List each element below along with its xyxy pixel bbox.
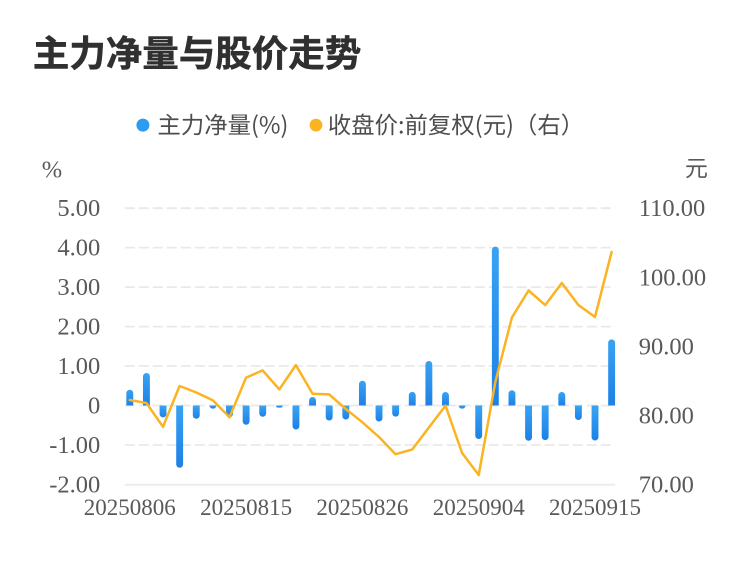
svg-text:%: %	[42, 157, 62, 184]
svg-text:-1.00: -1.00	[49, 432, 100, 459]
svg-text:20250915: 20250915	[549, 495, 641, 520]
svg-text:20250904: 20250904	[433, 495, 526, 520]
svg-text:90.00: 90.00	[639, 333, 694, 360]
svg-text:-2.00: -2.00	[49, 472, 100, 499]
svg-text:20250806: 20250806	[84, 495, 176, 520]
svg-text:5.00: 5.00	[57, 195, 100, 222]
svg-text:110.00: 110.00	[639, 195, 705, 222]
svg-text:3.00: 3.00	[57, 274, 100, 301]
svg-text:0: 0	[88, 392, 100, 419]
svg-text:20250815: 20250815	[200, 495, 292, 520]
svg-text:2.00: 2.00	[57, 314, 100, 341]
svg-text:100.00: 100.00	[639, 264, 706, 291]
svg-text:4.00: 4.00	[57, 235, 100, 262]
svg-text:1.00: 1.00	[57, 353, 100, 380]
svg-text:20250826: 20250826	[316, 495, 408, 520]
svg-text:70.00: 70.00	[639, 472, 694, 499]
svg-text:80.00: 80.00	[639, 403, 694, 430]
